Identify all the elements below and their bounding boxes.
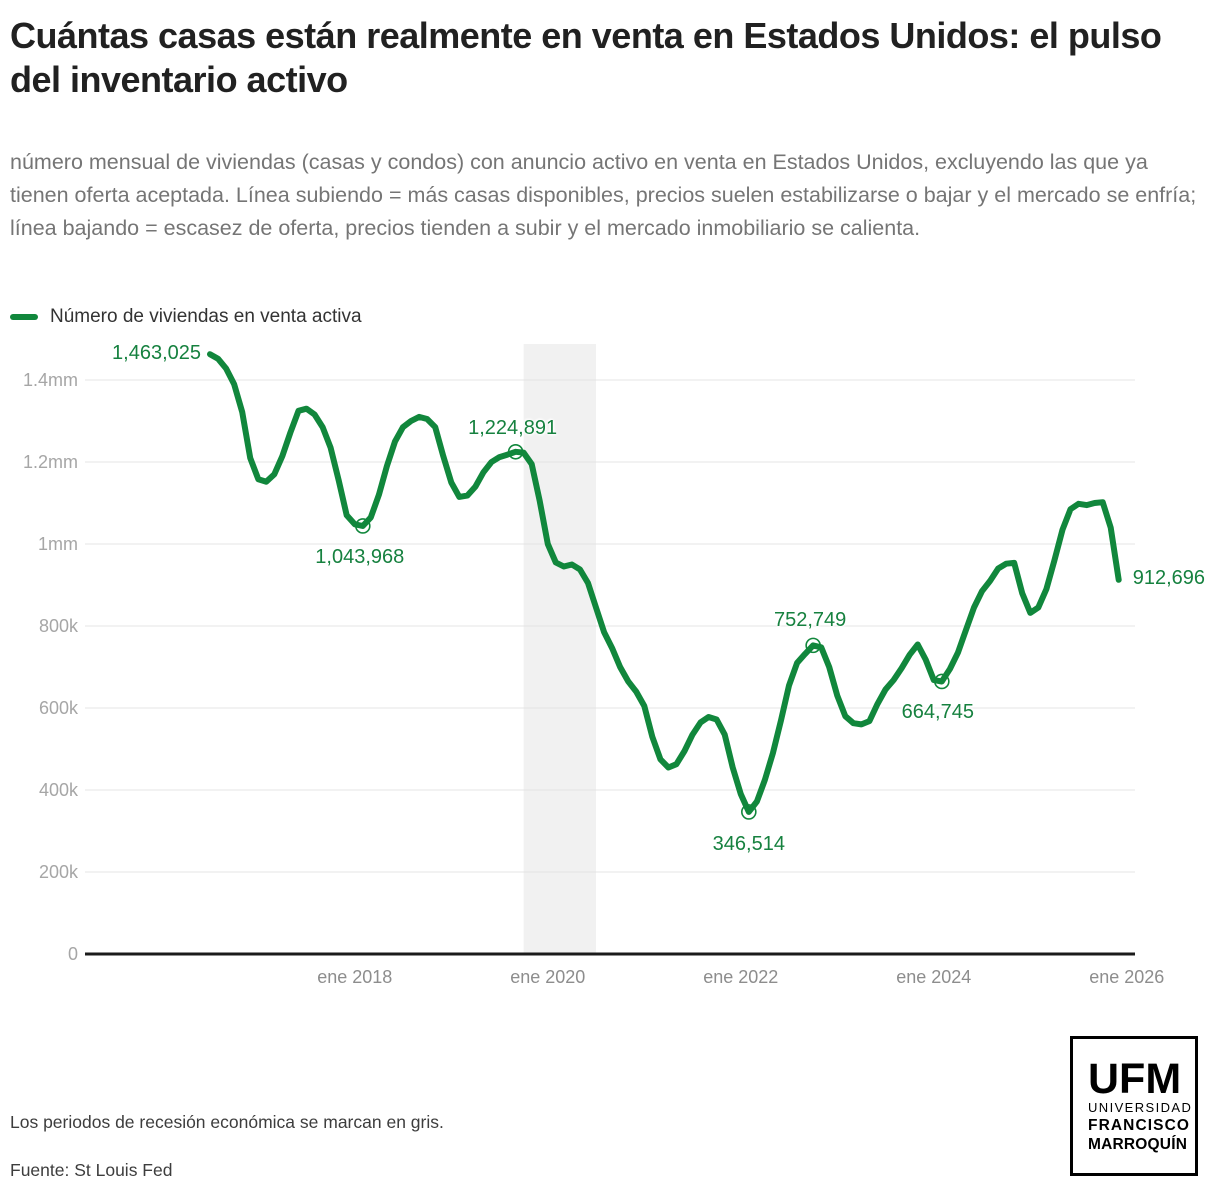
data-point-marker xyxy=(805,637,821,654)
ufm-logo-francisco: FRANCISCO xyxy=(1088,1116,1191,1134)
legend: Número de viviendas en venta activa xyxy=(10,304,362,330)
annotation-value-label: 664,745 xyxy=(901,701,974,724)
y-axis-label: 400k xyxy=(38,780,78,800)
ufm-logo: UFM UNIVERSIDAD FRANCISCO MARROQUÍN xyxy=(1070,1036,1198,1176)
legend-line-swatch xyxy=(10,314,38,320)
data-point-marker xyxy=(354,518,371,534)
x-axis-label: ene 2026 xyxy=(1089,967,1165,987)
y-axis-label: 200k xyxy=(38,862,78,882)
ufm-logo-universidad: UNIVERSIDAD xyxy=(1088,1099,1193,1115)
ufm-logo-marroquin: MARROQUÍN xyxy=(1088,1135,1188,1153)
annotation-value-label: 752,749 xyxy=(773,609,847,632)
annotation-value-label: 1,224,891 xyxy=(468,416,558,439)
page-title: Cuántas casas están realmente en venta e… xyxy=(10,15,1162,100)
annotation-value-label: 1,463,025 xyxy=(112,342,201,365)
inventory-series-line xyxy=(207,351,1122,815)
annotation-value-label: 912,696 xyxy=(1132,566,1206,589)
recession-band xyxy=(523,344,597,954)
data-source: Fuente: St Louis Fed xyxy=(10,1160,173,1180)
chart-description: número mensual de viviendas (casas y con… xyxy=(10,150,1197,240)
ufm-logo-acronym: UFM xyxy=(1088,1054,1182,1103)
y-axis-label: 800k xyxy=(38,616,78,636)
y-axis-label: 600k xyxy=(38,698,78,718)
y-axis-label: 1.2mm xyxy=(22,452,78,472)
recession-footnote: Los periodos de recesión económica se ma… xyxy=(10,1112,444,1132)
data-point-marker xyxy=(934,673,950,690)
annotation-value-label: 1,043,968 xyxy=(315,545,405,568)
x-axis-label: ene 2022 xyxy=(703,967,779,987)
x-axis-label: ene 2018 xyxy=(317,967,393,987)
y-axis-label: 0 xyxy=(67,944,78,964)
data-point-marker xyxy=(507,443,524,460)
data-point-marker xyxy=(741,804,757,820)
y-axis-label: 1.4mm xyxy=(22,370,78,390)
x-axis-label: ene 2024 xyxy=(896,967,972,987)
y-axis-label: 1mm xyxy=(38,534,78,554)
annotation-value-label: 346,514 xyxy=(712,832,785,855)
legend-label: Número de viviendas en venta activa xyxy=(50,306,362,327)
ufm-logo-text: UFM UNIVERSIDAD FRANCISCO MARROQUÍN xyxy=(1088,1054,1193,1154)
x-axis-label: ene 2020 xyxy=(510,967,586,987)
